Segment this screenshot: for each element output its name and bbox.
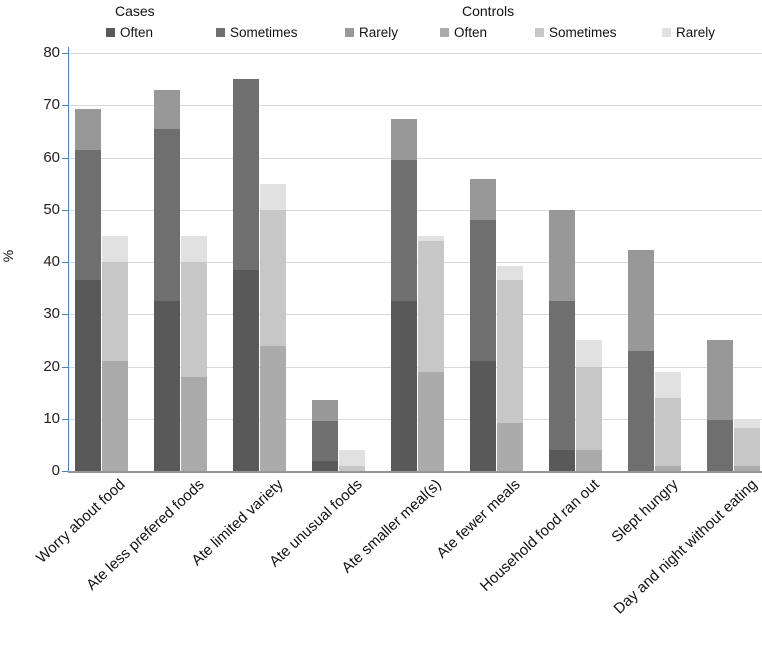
y-axis-tick bbox=[62, 157, 68, 159]
y-axis-tick-label: 20 bbox=[43, 357, 60, 375]
legend-group-title-controls: Controls bbox=[462, 3, 515, 19]
bar-segment-controls-often bbox=[260, 345, 286, 471]
legend-item-label: Often bbox=[454, 24, 488, 40]
legend-item-controls-rarely: Rarely bbox=[662, 24, 716, 40]
bar-segment-cases-sometimes bbox=[628, 350, 654, 471]
bar-segment-cases-often bbox=[312, 460, 338, 471]
legend-swatch-icon bbox=[440, 27, 449, 37]
legend-item-controls-often: Often bbox=[440, 24, 488, 40]
bar-segment-controls-rarely bbox=[339, 450, 365, 466]
bar-segment-controls-often bbox=[655, 465, 681, 471]
legend-swatch-icon bbox=[662, 27, 671, 37]
bar-segment-controls-sometimes bbox=[497, 280, 523, 423]
y-axis-tick bbox=[62, 366, 68, 368]
bar-segment-cases-rarely bbox=[628, 249, 654, 351]
legend-group-title-cases: Cases bbox=[115, 3, 155, 19]
bar-segment-controls-often bbox=[576, 450, 602, 471]
y-axis-tick bbox=[62, 53, 68, 54]
bar-segment-cases-rarely bbox=[707, 340, 733, 421]
bar-segment-controls-often bbox=[102, 361, 128, 471]
y-axis-tick bbox=[62, 209, 68, 211]
bar-segment-controls-often bbox=[734, 465, 760, 471]
bar-segment-cases-rarely bbox=[154, 89, 180, 129]
y-axis-tick bbox=[62, 418, 68, 420]
y-axis-tick-label: 60 bbox=[43, 148, 60, 166]
bar-segment-cases-sometimes bbox=[312, 421, 338, 461]
y-axis-tick bbox=[62, 262, 68, 263]
legend-item-cases-rarely: Rarely bbox=[345, 24, 399, 40]
bar-segment-controls-sometimes bbox=[655, 397, 681, 466]
y-axis-tick-label: 10 bbox=[43, 409, 60, 427]
y-axis-tick-label: 70 bbox=[43, 96, 60, 114]
legend-item-cases-sometimes: Sometimes bbox=[216, 24, 298, 40]
legend-item-controls-sometimes: Sometimes bbox=[535, 24, 617, 40]
y-axis-tick-label: 30 bbox=[43, 305, 60, 323]
bar-segment-controls-rarely bbox=[260, 183, 286, 210]
bar-segment-cases-sometimes bbox=[75, 149, 101, 281]
bar-segment-cases-often bbox=[154, 301, 180, 471]
bar-segment-controls-sometimes bbox=[260, 209, 286, 346]
bar-segment-controls-sometimes bbox=[102, 262, 128, 362]
legend-item-label: Sometimes bbox=[230, 24, 298, 40]
bar-segment-cases-often bbox=[470, 361, 496, 471]
bar-segment-controls-often bbox=[181, 376, 207, 471]
x-axis-line bbox=[68, 471, 762, 473]
y-axis-tick bbox=[62, 471, 68, 472]
bar-segment-controls-sometimes bbox=[181, 262, 207, 377]
y-axis-tick-label: 80 bbox=[43, 44, 60, 61]
bar-segment-controls-rarely bbox=[497, 265, 523, 281]
y-axis-tick-label: 0 bbox=[51, 462, 60, 479]
legend-swatch-icon bbox=[345, 27, 354, 37]
bar-segment-cases-sometimes bbox=[470, 220, 496, 362]
bar-segment-cases-rarely bbox=[391, 119, 417, 161]
legend-item-label: Rarely bbox=[359, 24, 399, 40]
bar-segment-controls-rarely bbox=[576, 340, 602, 367]
bar-segment-controls-sometimes bbox=[576, 366, 602, 451]
y-axis-tick bbox=[62, 314, 68, 316]
y-axis-tick bbox=[62, 105, 68, 107]
bar-segment-cases-sometimes bbox=[154, 128, 180, 302]
legend-item-label: Rarely bbox=[676, 24, 716, 40]
bar-segment-cases-often bbox=[549, 450, 575, 471]
bar-segment-controls-often bbox=[418, 371, 444, 471]
bar-segment-controls-rarely bbox=[655, 371, 681, 398]
bar-segment-controls-rarely bbox=[181, 235, 207, 262]
legend-item-label: Often bbox=[120, 24, 154, 40]
bar-segment-cases-rarely bbox=[75, 108, 101, 150]
bar-segment-controls-sometimes bbox=[418, 241, 444, 372]
gridline bbox=[68, 53, 762, 54]
bar-segment-cases-often bbox=[233, 269, 259, 471]
bar-segment-cases-rarely bbox=[312, 400, 338, 422]
bar-segment-cases-sometimes bbox=[549, 301, 575, 451]
legend-swatch-icon bbox=[106, 27, 115, 37]
y-axis-tick-label: 40 bbox=[43, 253, 60, 270]
bar-segment-cases-often bbox=[75, 280, 101, 471]
gridline bbox=[68, 105, 762, 107]
bar-segment-cases-sometimes bbox=[707, 420, 733, 471]
y-axis-line bbox=[68, 47, 69, 471]
bar-segment-cases-often bbox=[391, 301, 417, 471]
bar-segment-controls-rarely bbox=[418, 235, 444, 242]
bar-segment-cases-sometimes bbox=[391, 160, 417, 302]
bar-segment-controls-sometimes bbox=[339, 465, 365, 471]
bar-segment-cases-rarely bbox=[549, 209, 575, 302]
legend-item-cases-often: Often bbox=[106, 24, 154, 40]
y-axis-tick-label: 50 bbox=[43, 200, 60, 218]
legend-swatch-icon bbox=[216, 27, 225, 37]
bar-segment-controls-rarely bbox=[102, 235, 128, 262]
bar-segment-controls-sometimes bbox=[734, 427, 760, 466]
bar-segment-controls-often bbox=[497, 422, 523, 471]
legend-swatch-icon bbox=[535, 27, 544, 37]
bar-segment-controls-rarely bbox=[734, 418, 760, 428]
bar-segment-cases-rarely bbox=[470, 179, 496, 221]
legend-item-label: Sometimes bbox=[549, 24, 617, 40]
y-axis-title: % bbox=[0, 249, 17, 263]
bar-segment-cases-sometimes bbox=[233, 79, 259, 270]
